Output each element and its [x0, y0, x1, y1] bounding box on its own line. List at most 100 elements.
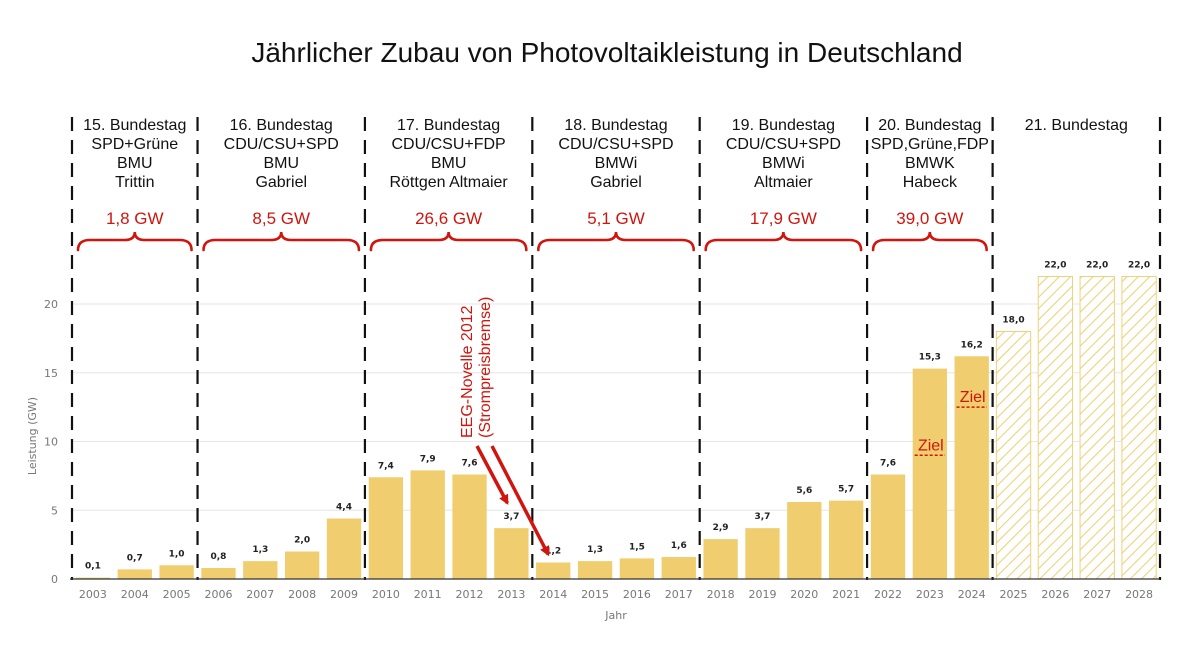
x-tick-label: 2018 — [707, 588, 735, 601]
x-tick-label: 2004 — [121, 588, 149, 601]
bar-2020 — [787, 502, 822, 579]
x-axis-title: Jahr — [604, 609, 627, 622]
value-label-2028: 22,0 — [1128, 261, 1150, 271]
x-tick-label: 2026 — [1041, 588, 1069, 601]
x-tick-label: 2023 — [916, 588, 944, 601]
term-total: 26,6 GW — [415, 209, 482, 228]
x-tick-label: 2014 — [539, 588, 567, 601]
bar-2012 — [452, 474, 487, 579]
term-line: Gabriel — [255, 174, 307, 191]
value-label-2012: 7,6 — [462, 459, 478, 469]
bar-2016 — [619, 558, 655, 579]
y-axis: 0 5 10 15 20 — [44, 298, 58, 586]
x-tick-label: 2020 — [790, 588, 818, 601]
bar-2014 — [536, 562, 571, 579]
term-brace — [537, 231, 695, 252]
term-brace — [76, 231, 193, 252]
x-tick-label: 2017 — [665, 588, 693, 601]
x-tick-label: 2003 — [79, 588, 107, 601]
term-brace — [369, 231, 528, 252]
term-line: BMU — [431, 155, 467, 172]
value-label-2006: 0,8 — [210, 552, 226, 562]
bar-2024 — [954, 356, 989, 579]
bar-2028 — [1121, 276, 1157, 580]
value-label-2026: 22,0 — [1044, 261, 1066, 271]
eeg-annotation-line: (Strompreisbremse) — [477, 297, 494, 438]
term-line: CDU/CSU+SPD — [558, 136, 673, 153]
x-tick-label: 2013 — [497, 588, 525, 601]
term-group: 17. Bundestag CDU/CSU+FDP BMU Röttgen Altma… — [369, 117, 528, 252]
term-line: SPD+Grüne — [91, 136, 178, 153]
term-line: BMWK — [905, 155, 955, 172]
term-brace — [871, 231, 988, 252]
value-label-2021: 5,7 — [838, 485, 854, 495]
value-label-2025: 18,0 — [1002, 316, 1024, 326]
bar-2025 — [995, 331, 1032, 580]
value-label-2015: 1,3 — [587, 545, 603, 555]
value-label-2017: 1,6 — [671, 541, 687, 551]
x-tick-label: 2006 — [204, 588, 232, 601]
y-tick-label: 10 — [44, 436, 58, 449]
term-line: Röttgen Altmaier — [389, 174, 508, 191]
value-label-2027: 22,0 — [1086, 261, 1108, 271]
eeg-arrow — [490, 445, 550, 557]
x-tick-label: 2015 — [581, 588, 609, 601]
x-axis: 2003 2004 2005 2006 2007 2008 2009 2010 2011 2012… — [70, 578, 1160, 601]
term-line: 21. Bundestag — [1025, 117, 1128, 134]
bar-2005 — [159, 565, 194, 579]
term-total: 1,8 GW — [106, 209, 164, 228]
term-total: 5,1 GW — [587, 209, 645, 228]
x-tick-label: 2009 — [330, 588, 358, 601]
value-label-2019: 3,7 — [754, 512, 770, 522]
term-line: BMU — [117, 155, 153, 172]
term-group: 19. Bundestag CDU/CSU+SPD BMWi Altmaier 17,9… — [704, 117, 863, 252]
term-total: 17,9 GW — [750, 209, 817, 228]
term-line: Trittin — [115, 174, 154, 191]
term-line: 20. Bundestag — [878, 117, 981, 134]
ziel-label: Ziel — [918, 437, 944, 454]
x-tick-label: 2025 — [1000, 588, 1028, 601]
term-line: 19. Bundestag — [732, 117, 835, 134]
value-label-2005: 1,0 — [169, 549, 185, 559]
eeg-arrow — [475, 445, 509, 505]
value-label-2004: 0,7 — [127, 553, 143, 563]
bar-2006 — [201, 568, 236, 579]
x-tick-label: 2010 — [372, 588, 400, 601]
bar-2019 — [745, 528, 780, 579]
term-group: 15. Bundestag SPD+Grüne BMU Trittin 1,8 GW — [76, 117, 193, 252]
term-line: 15. Bundestag — [83, 117, 186, 134]
value-label-2016: 1,5 — [629, 542, 645, 552]
term-line: CDU/CSU+SPD — [224, 136, 339, 153]
value-label-2020: 5,6 — [796, 486, 812, 496]
x-tick-label: 2011 — [414, 588, 442, 601]
bar-2007 — [243, 561, 278, 579]
term-line: Altmaier — [754, 174, 813, 191]
term-separators — [70, 117, 1162, 580]
term-line: SPD,Grüne,FDP — [871, 136, 989, 153]
term-line: CDU/CSU+SPD — [726, 136, 841, 153]
bar-2009 — [326, 518, 362, 579]
annotations: EEG-Novelle 2012 (Strompreisbremse) Ziel Zi… — [459, 297, 987, 557]
value-labels: 0,1 0,7 1,0 0,8 1,3 2,0 4,4 7,4 7,9 7,6 3,7 1,2 1,3 1… — [85, 261, 1150, 572]
eeg-annotation: EEG-Novelle 2012 (Strompreisbremse) — [459, 297, 494, 438]
term-line: Gabriel — [590, 174, 642, 191]
x-tick-label: 2028 — [1125, 588, 1153, 601]
x-tick-label: 2021 — [832, 588, 860, 601]
y-tick-label: 15 — [44, 367, 58, 380]
bar-2018 — [703, 539, 738, 579]
bar-2010 — [368, 477, 404, 579]
term-group: 16. Bundestag CDU/CSU+SPD BMU Gabriel 8,5 GW — [202, 117, 361, 252]
value-label-2013: 3,7 — [503, 512, 519, 522]
bars — [75, 276, 1157, 580]
value-label-2018: 2,9 — [713, 523, 729, 533]
value-label-2003: 0,1 — [85, 562, 101, 572]
term-total: 39,0 GW — [896, 209, 963, 228]
value-label-2009: 4,4 — [336, 503, 352, 513]
bar-2004 — [117, 569, 152, 579]
bar-2027 — [1079, 276, 1115, 580]
term-group: 18. Bundestag CDU/CSU+SPD BMWi Gabriel 5,1 G… — [537, 117, 695, 252]
x-tick-label: 2022 — [874, 588, 902, 601]
y-axis-title: Leistung (GW) — [26, 397, 39, 475]
bar-2026 — [1037, 276, 1074, 580]
term-total: 8,5 GW — [252, 209, 310, 228]
